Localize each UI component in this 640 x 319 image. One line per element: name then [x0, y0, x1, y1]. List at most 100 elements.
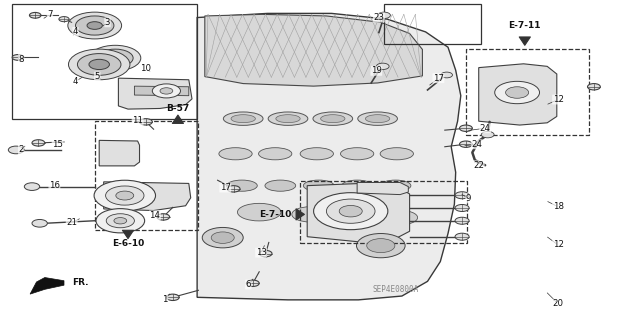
Text: B-57: B-57	[166, 104, 189, 113]
Polygon shape	[307, 183, 410, 242]
Text: 2: 2	[19, 145, 24, 154]
Circle shape	[376, 63, 389, 70]
Polygon shape	[104, 182, 191, 211]
Text: 11: 11	[132, 116, 143, 125]
Circle shape	[12, 55, 24, 60]
Circle shape	[211, 232, 234, 243]
Circle shape	[588, 84, 600, 90]
Circle shape	[460, 141, 472, 147]
Polygon shape	[99, 140, 140, 166]
Ellipse shape	[237, 204, 281, 221]
Polygon shape	[30, 278, 64, 294]
FancyArrowPatch shape	[296, 209, 305, 220]
Circle shape	[246, 280, 259, 286]
Ellipse shape	[342, 180, 372, 191]
Ellipse shape	[223, 112, 263, 125]
Circle shape	[8, 146, 24, 154]
Circle shape	[106, 214, 134, 228]
Circle shape	[108, 54, 123, 62]
Circle shape	[455, 217, 469, 224]
Circle shape	[32, 140, 45, 146]
Text: 9: 9	[466, 194, 471, 203]
Circle shape	[202, 227, 243, 248]
Circle shape	[116, 191, 134, 200]
Ellipse shape	[383, 211, 418, 225]
Text: SEP4E0800A: SEP4E0800A	[372, 285, 419, 294]
Circle shape	[227, 186, 240, 192]
Circle shape	[157, 214, 170, 220]
Ellipse shape	[259, 148, 292, 160]
Text: 4: 4	[73, 77, 78, 86]
Circle shape	[455, 204, 469, 211]
Bar	[466, 49, 589, 135]
Text: 14: 14	[149, 211, 161, 220]
Polygon shape	[479, 64, 557, 125]
Text: 12: 12	[552, 241, 564, 249]
Ellipse shape	[380, 148, 413, 160]
Ellipse shape	[337, 209, 374, 224]
Text: 15: 15	[52, 140, 63, 149]
Circle shape	[152, 84, 180, 98]
Ellipse shape	[340, 148, 374, 160]
Bar	[300, 181, 467, 243]
Polygon shape	[16, 148, 24, 152]
Circle shape	[140, 119, 152, 125]
Circle shape	[367, 239, 395, 253]
Circle shape	[455, 192, 469, 199]
Circle shape	[314, 193, 388, 230]
Text: 24: 24	[479, 124, 491, 133]
Circle shape	[160, 88, 173, 94]
Text: 24: 24	[471, 140, 483, 149]
Polygon shape	[197, 13, 461, 300]
Text: 19: 19	[371, 66, 381, 75]
Ellipse shape	[358, 112, 397, 125]
Circle shape	[94, 180, 156, 211]
Ellipse shape	[292, 207, 329, 222]
Ellipse shape	[227, 180, 257, 191]
Text: 13: 13	[255, 248, 267, 257]
Circle shape	[339, 205, 362, 217]
Bar	[95, 121, 198, 230]
Circle shape	[378, 12, 390, 19]
Circle shape	[460, 125, 472, 131]
Ellipse shape	[265, 180, 296, 191]
Ellipse shape	[303, 180, 334, 191]
FancyArrowPatch shape	[519, 37, 531, 45]
Circle shape	[96, 209, 145, 233]
Polygon shape	[357, 182, 408, 195]
Bar	[384, 4, 481, 44]
Text: 4: 4	[73, 27, 78, 36]
Circle shape	[481, 131, 494, 138]
Circle shape	[97, 49, 133, 67]
Circle shape	[24, 183, 40, 190]
Ellipse shape	[276, 115, 300, 123]
Polygon shape	[205, 14, 422, 86]
Circle shape	[29, 12, 41, 18]
Circle shape	[356, 234, 405, 258]
Ellipse shape	[321, 115, 345, 123]
Circle shape	[90, 45, 141, 71]
Ellipse shape	[365, 115, 390, 123]
Circle shape	[441, 72, 452, 78]
Circle shape	[76, 16, 114, 35]
Text: E-6-10: E-6-10	[112, 239, 144, 248]
Ellipse shape	[313, 112, 353, 125]
Circle shape	[89, 59, 109, 70]
Text: 6: 6	[246, 280, 251, 289]
Polygon shape	[134, 86, 189, 96]
Text: 17: 17	[433, 74, 444, 83]
Text: 8: 8	[19, 55, 24, 63]
Text: 12: 12	[552, 95, 564, 104]
Circle shape	[506, 87, 529, 98]
Circle shape	[59, 17, 69, 22]
Circle shape	[32, 219, 47, 227]
Circle shape	[87, 22, 102, 29]
Ellipse shape	[231, 115, 255, 123]
Polygon shape	[381, 15, 387, 19]
Circle shape	[455, 233, 469, 240]
Circle shape	[114, 218, 127, 224]
Circle shape	[68, 49, 130, 80]
Text: FR.: FR.	[72, 278, 88, 287]
Circle shape	[326, 199, 375, 223]
Text: 1: 1	[163, 295, 168, 304]
